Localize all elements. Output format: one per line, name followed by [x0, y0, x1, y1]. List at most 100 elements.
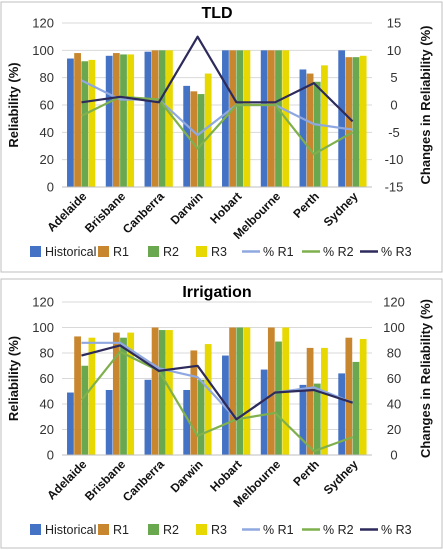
bar-r3 — [243, 327, 251, 455]
y-tick-label: 80 — [40, 70, 54, 85]
bar-historical — [299, 384, 307, 455]
bar-historical — [105, 389, 113, 455]
bar-historical — [338, 373, 346, 455]
bar-r2 — [352, 57, 360, 187]
bar-r1 — [345, 57, 353, 187]
bar-r1 — [112, 53, 120, 187]
bar-r3 — [127, 54, 135, 187]
y2-tick-label: 10 — [387, 43, 401, 58]
y2-tick-label: 0 — [390, 98, 397, 113]
legend-label: R2 — [163, 523, 179, 537]
bar-historical — [67, 58, 74, 188]
y2-axis-label: Changes in Reliability (%) — [418, 299, 433, 458]
y-tick-label: 120 — [32, 16, 54, 31]
y2-tick-label: 100 — [383, 320, 405, 335]
bar-r2 — [81, 61, 89, 188]
y-tick-label: 0 — [47, 180, 54, 195]
legend-label: Historical — [45, 523, 96, 537]
y-tick-label: 0 — [47, 448, 54, 463]
legend-label: R3 — [211, 245, 227, 259]
y2-tick-label: 80 — [387, 346, 401, 361]
bar-r2 — [158, 50, 166, 188]
y2-axis-label: Changes in Reliability (%) — [418, 26, 433, 185]
series-line-pct-r1 — [80, 79, 353, 137]
chart-panel-1: TLD 0 20 40 60 80 100 120 -15 -10 -5 0 5 10 15 Reliabil… — [0, 1, 443, 273]
bar-r1 — [74, 53, 81, 187]
legend-swatch — [30, 524, 41, 535]
y-tick-label: 20 — [40, 152, 54, 167]
y-axis-label: Reliability (%) — [6, 62, 21, 147]
bar-r1 — [190, 91, 198, 187]
legend-label: % R1 — [263, 523, 294, 537]
bar-historical — [105, 55, 113, 187]
y2-tick-label: -10 — [385, 152, 404, 167]
bar-r2 — [236, 50, 244, 188]
legend-label: R2 — [163, 245, 179, 259]
bar-r2 — [158, 330, 166, 455]
bar-r2 — [236, 327, 244, 455]
y-tick-label: 60 — [40, 98, 54, 113]
bar-r1 — [229, 50, 236, 188]
chart-title: Irrigation — [182, 284, 251, 301]
legend-swatch — [196, 246, 207, 257]
series-line-pct-r2 — [80, 350, 353, 453]
bar-r3 — [204, 344, 212, 455]
legend-swatch — [98, 524, 109, 535]
y2-tick-label: 120 — [383, 295, 405, 310]
bar-r1 — [267, 327, 275, 455]
y-axis-label: Reliability (%) — [6, 336, 21, 421]
series-line-pct-r1 — [81, 341, 354, 421]
bar-r3 — [88, 59, 96, 187]
bar-r1 — [345, 337, 353, 455]
legend-label: % R3 — [381, 245, 412, 259]
y-tick-label: 20 — [40, 422, 54, 437]
bar-r3 — [166, 50, 173, 188]
y2-tick-label: 20 — [387, 422, 401, 437]
legend-label: R1 — [113, 523, 129, 537]
legend-label: % R1 — [263, 245, 294, 259]
legend-swatch — [196, 524, 207, 535]
legend-label: % R2 — [323, 245, 354, 259]
y2-tick-label: -5 — [388, 125, 400, 140]
bar-r1 — [190, 350, 198, 455]
y2-tick-label: -15 — [385, 180, 404, 195]
bar-historical — [144, 379, 152, 455]
legend-swatch — [148, 246, 159, 257]
bar-historical — [338, 50, 346, 188]
legend-label: R1 — [113, 245, 129, 259]
chart-panel-2: Irrigation 0 20 40 60 80 100 120 0 20 40 60 80 100 120… — [0, 278, 443, 549]
series-line-pct-r3 — [81, 35, 354, 123]
bar-historical — [67, 392, 74, 455]
bar-r1 — [306, 347, 314, 455]
bar-r3 — [359, 55, 367, 187]
bar-historical — [144, 51, 152, 188]
legend-label: Historical — [45, 245, 96, 259]
y2-tick-label: 0 — [390, 448, 397, 463]
bar-r2 — [275, 50, 282, 188]
legend-swatch — [148, 524, 159, 535]
y2-tick-label: 40 — [387, 397, 401, 412]
bar-historical — [260, 50, 268, 188]
y2-tick-label: 5 — [390, 70, 397, 85]
bar-r2 — [120, 337, 127, 455]
y2-tick-label: 60 — [387, 371, 401, 386]
y2-tick-label: 15 — [387, 16, 401, 31]
bar-r2 — [197, 94, 205, 187]
bar-r1 — [74, 336, 81, 455]
bar-r3 — [321, 347, 328, 455]
bar-r1 — [267, 50, 275, 188]
bar-r2 — [81, 365, 89, 455]
bar-r3 — [359, 338, 367, 455]
legend-swatch — [30, 246, 41, 257]
y-tick-label: 100 — [32, 43, 54, 58]
bar-r2 — [275, 341, 282, 455]
bar-r1 — [151, 50, 159, 188]
bar-r3 — [88, 337, 96, 455]
bar-r3 — [243, 50, 251, 188]
bar-r1 — [229, 327, 236, 455]
bar-historical — [260, 369, 268, 455]
legend-label: % R2 — [323, 523, 354, 537]
legend-label: % R3 — [381, 523, 412, 537]
bar-r1 — [112, 332, 120, 455]
bar-historical — [183, 389, 191, 455]
